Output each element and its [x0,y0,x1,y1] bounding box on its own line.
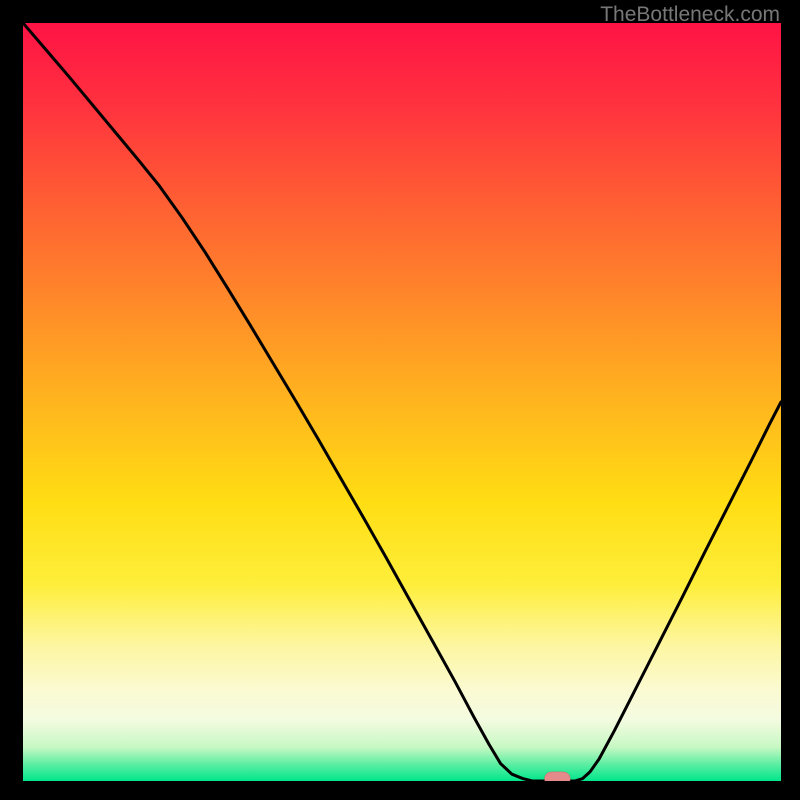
plot-area [23,23,781,781]
watermark-text: TheBottleneck.com [600,3,780,27]
bottleneck-curve [23,23,781,781]
curve-overlay [23,23,781,781]
optimal-marker [545,772,571,781]
